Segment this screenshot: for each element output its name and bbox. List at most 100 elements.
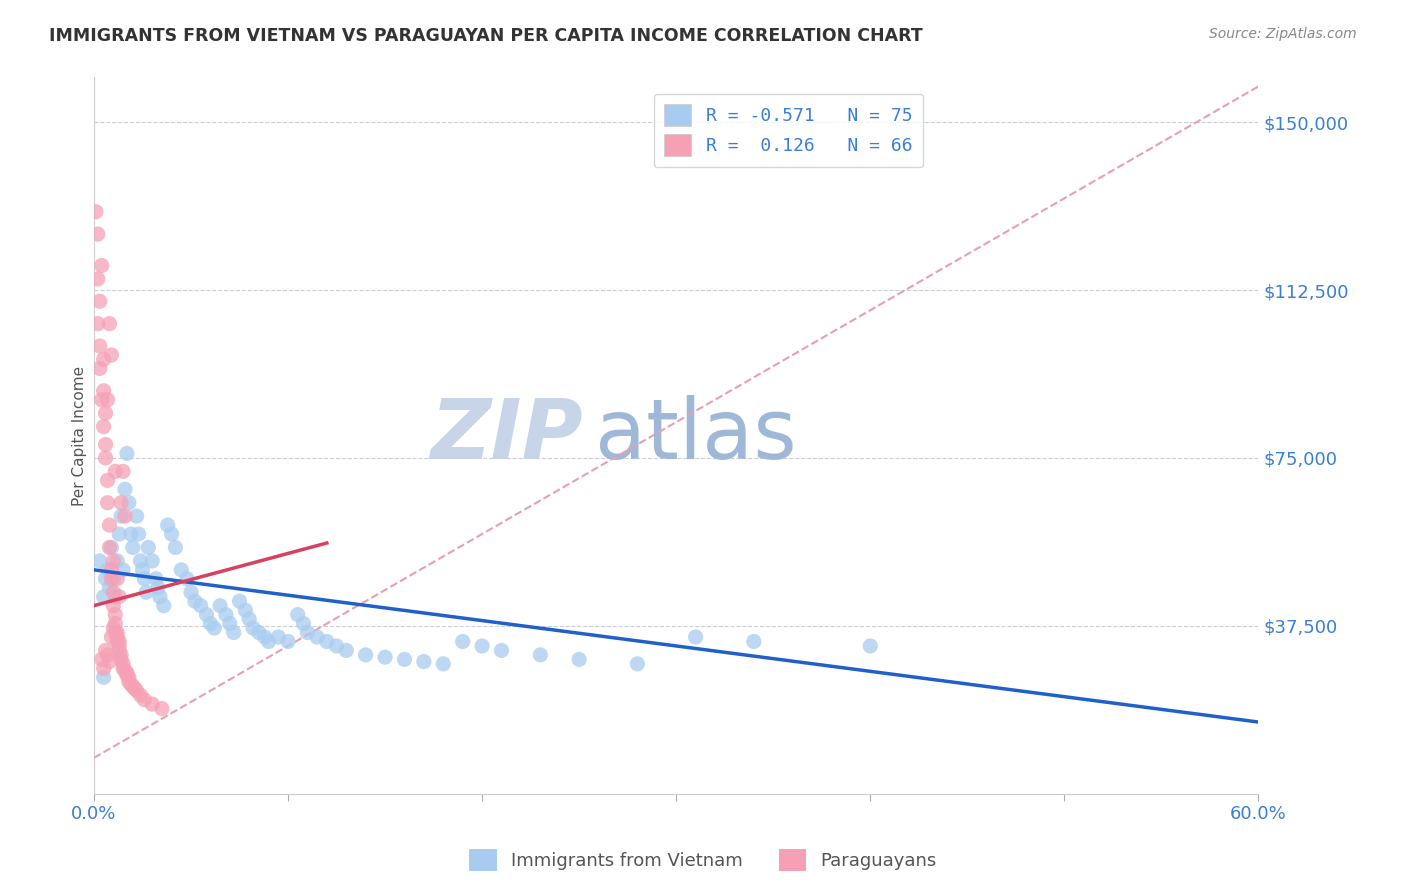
Point	[108, 643, 131, 657]
Point	[94, 643, 117, 657]
Point	[100, 572, 122, 586]
Point	[112, 657, 135, 671]
Point	[103, 554, 125, 568]
Point	[432, 657, 454, 671]
Point	[685, 630, 707, 644]
Point	[94, 437, 117, 451]
Point	[121, 541, 143, 555]
Point	[96, 648, 118, 662]
Point	[180, 585, 202, 599]
Point	[120, 677, 142, 691]
Point	[146, 581, 169, 595]
Point	[89, 339, 111, 353]
Point	[108, 639, 131, 653]
Point	[859, 639, 882, 653]
Point	[253, 630, 276, 644]
Point	[112, 661, 135, 675]
Point	[104, 625, 127, 640]
Point	[89, 554, 111, 568]
Point	[529, 648, 551, 662]
Point	[108, 634, 131, 648]
Point	[247, 625, 270, 640]
Point	[98, 655, 121, 669]
Point	[120, 527, 142, 541]
Point	[118, 674, 141, 689]
Point	[160, 527, 183, 541]
Point	[228, 594, 250, 608]
Point	[145, 572, 167, 586]
Point	[87, 227, 110, 241]
Point	[94, 572, 117, 586]
Point	[103, 585, 125, 599]
Point	[110, 509, 132, 524]
Point	[128, 527, 150, 541]
Point	[112, 563, 135, 577]
Legend: R = -0.571   N = 75, R =  0.126   N = 66: R = -0.571 N = 75, R = 0.126 N = 66	[654, 94, 924, 167]
Point	[315, 634, 337, 648]
Point	[96, 473, 118, 487]
Point	[141, 554, 163, 568]
Point	[134, 692, 156, 706]
Point	[93, 661, 115, 675]
Point	[114, 664, 136, 678]
Text: atlas: atlas	[595, 395, 796, 476]
Point	[626, 657, 648, 671]
Point	[108, 590, 131, 604]
Point	[98, 581, 121, 595]
Point	[114, 483, 136, 497]
Point	[238, 612, 260, 626]
Point	[195, 607, 218, 622]
Point	[451, 634, 474, 648]
Point	[103, 621, 125, 635]
Point	[87, 317, 110, 331]
Point	[105, 554, 128, 568]
Point	[98, 541, 121, 555]
Point	[325, 639, 347, 653]
Point	[190, 599, 212, 613]
Point	[100, 563, 122, 577]
Point	[110, 652, 132, 666]
Point	[114, 509, 136, 524]
Point	[110, 496, 132, 510]
Point	[491, 643, 513, 657]
Point	[131, 563, 153, 577]
Point	[105, 630, 128, 644]
Point	[242, 621, 264, 635]
Point	[108, 527, 131, 541]
Point	[153, 599, 176, 613]
Point	[90, 652, 112, 666]
Point	[218, 616, 240, 631]
Point	[257, 634, 280, 648]
Point	[136, 541, 159, 555]
Point	[104, 616, 127, 631]
Point	[87, 272, 110, 286]
Point	[100, 541, 122, 555]
Point	[98, 518, 121, 533]
Text: IMMIGRANTS FROM VIETNAM VS PARAGUAYAN PER CAPITA INCOME CORRELATION CHART: IMMIGRANTS FROM VIETNAM VS PARAGUAYAN PE…	[49, 27, 922, 45]
Point	[104, 464, 127, 478]
Point	[103, 599, 125, 613]
Point	[84, 204, 107, 219]
Point	[277, 634, 299, 648]
Point	[96, 496, 118, 510]
Point	[129, 688, 152, 702]
Point	[100, 630, 122, 644]
Point	[93, 590, 115, 604]
Point	[104, 590, 127, 604]
Point	[93, 419, 115, 434]
Point	[93, 352, 115, 367]
Point	[89, 294, 111, 309]
Point	[135, 585, 157, 599]
Point	[134, 572, 156, 586]
Point	[165, 541, 187, 555]
Legend: Immigrants from Vietnam, Paraguayans: Immigrants from Vietnam, Paraguayans	[463, 842, 943, 879]
Text: ZIP: ZIP	[430, 395, 583, 476]
Point	[100, 348, 122, 362]
Point	[374, 650, 396, 665]
Point	[125, 509, 148, 524]
Point	[267, 630, 290, 644]
Point	[149, 590, 172, 604]
Point	[90, 259, 112, 273]
Point	[104, 607, 127, 622]
Point	[307, 630, 329, 644]
